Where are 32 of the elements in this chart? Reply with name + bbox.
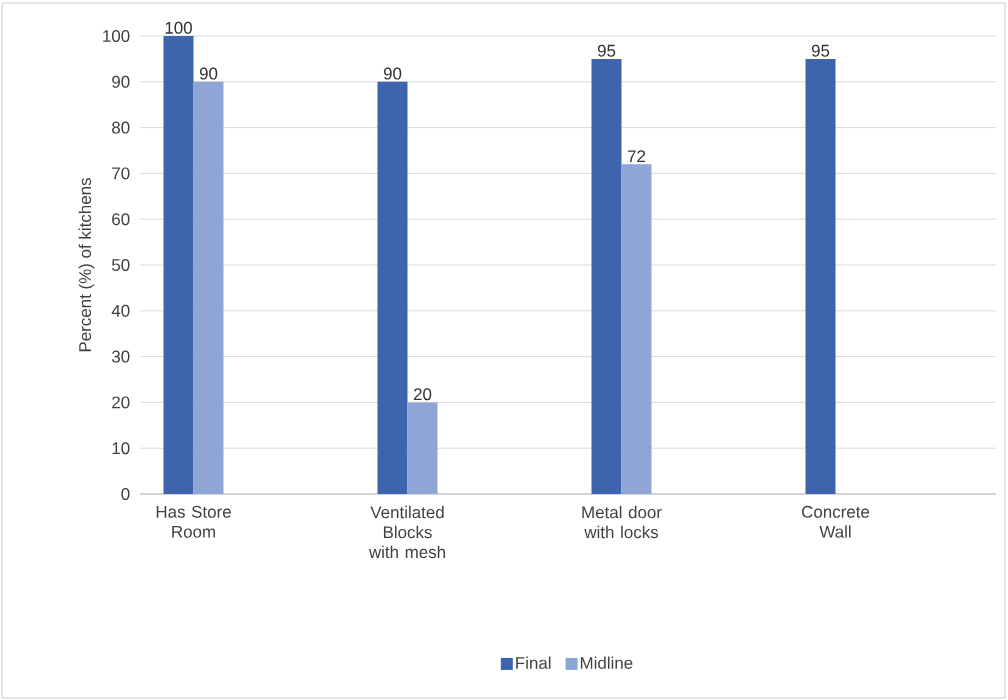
data-label: 72 xyxy=(627,150,646,163)
y-axis-title: Percent (%) of kitchens xyxy=(78,178,95,352)
y-tick-label: 50 xyxy=(111,259,130,271)
bar xyxy=(805,58,836,494)
y-tick-label: 70 xyxy=(112,167,130,180)
bar xyxy=(193,81,224,494)
bar xyxy=(377,81,408,494)
y-tick-label: 80 xyxy=(112,121,130,134)
legend-label: Midline xyxy=(580,656,633,669)
bar xyxy=(163,36,194,494)
y-tick-label: 40 xyxy=(111,304,130,317)
y-tick-label: 30 xyxy=(111,350,130,363)
x-tick-label: Ventilated Blocks with mesh xyxy=(368,505,445,559)
bar xyxy=(621,164,652,494)
x-tick-label: Metal door with locks xyxy=(582,505,662,539)
data-label: 95 xyxy=(597,44,616,57)
data-label: 20 xyxy=(413,388,432,401)
y-tick-label: 100 xyxy=(103,30,130,42)
y-tick-label: 90 xyxy=(112,75,130,88)
y-tick-label: 60 xyxy=(112,213,130,226)
y-tick-label: 10 xyxy=(112,442,130,455)
x-tick-label: Concrete Wall xyxy=(802,505,870,538)
data-label: 90 xyxy=(199,67,218,80)
bar xyxy=(591,58,622,494)
y-tick-label: 0 xyxy=(121,488,130,500)
x-tick-label: Has Store Room xyxy=(156,505,231,538)
y-tick-label: 20 xyxy=(112,396,130,409)
legend-label: Final xyxy=(516,656,551,669)
data-label: 100 xyxy=(165,21,192,34)
data-label: 90 xyxy=(383,67,402,80)
bar xyxy=(407,402,438,494)
data-label: 95 xyxy=(811,44,830,57)
